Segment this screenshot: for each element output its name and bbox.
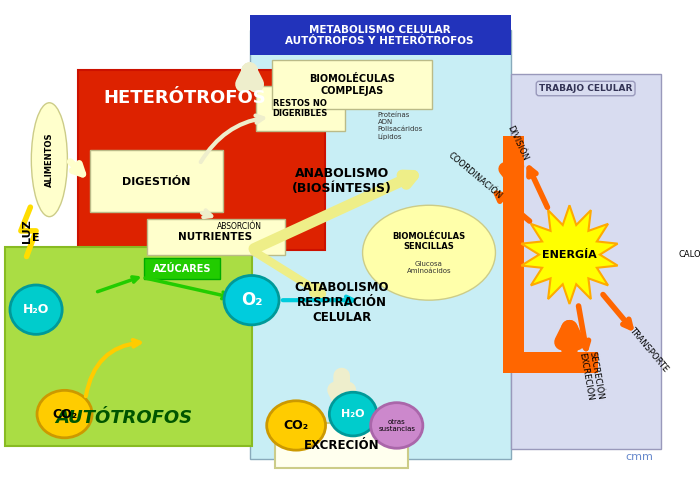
Ellipse shape: [267, 401, 326, 450]
Ellipse shape: [330, 392, 377, 436]
Text: COORDINACIÓN: COORDINACIÓN: [447, 150, 504, 200]
Bar: [78, 69, 325, 250]
Text: NUTRIENTES: NUTRIENTES: [178, 232, 253, 242]
Text: cmm: cmm: [625, 451, 653, 461]
Bar: [250, 30, 510, 459]
Text: RESTOS NO
DIGERIBLES: RESTOS NO DIGERIBLES: [272, 99, 328, 118]
Bar: [5, 247, 251, 446]
Text: TRABAJO CELULAR: TRABAJO CELULAR: [539, 84, 632, 93]
Bar: [144, 258, 220, 279]
Text: O₂: O₂: [241, 291, 262, 309]
Text: ALIMENTOS: ALIMENTOS: [45, 133, 54, 187]
Text: LUZ: LUZ: [22, 219, 32, 243]
Text: AUTÓTROFOS: AUTÓTROFOS: [55, 409, 192, 427]
Bar: [272, 60, 432, 109]
Text: H₂O: H₂O: [342, 409, 365, 419]
Text: CO₂: CO₂: [52, 407, 77, 421]
Text: ANABOLISMO
(BIOSÍNTESIS): ANABOLISMO (BIOSÍNTESIS): [292, 167, 391, 195]
Ellipse shape: [224, 276, 279, 325]
Bar: [275, 423, 408, 468]
Text: Proteínas
ADN
Polisacáridos
Lípidos: Proteínas ADN Polisacáridos Lípidos: [378, 112, 423, 140]
Ellipse shape: [10, 285, 62, 334]
Text: E: E: [32, 233, 40, 243]
Ellipse shape: [363, 205, 496, 300]
Text: CALOR: CALOR: [678, 250, 700, 259]
Text: Glucosa
Aminoácidos: Glucosa Aminoácidos: [407, 261, 452, 274]
Text: DIVISIÓN: DIVISIÓN: [505, 124, 529, 162]
Ellipse shape: [370, 403, 423, 448]
Bar: [90, 150, 223, 212]
Text: otras
sustancias: otras sustancias: [378, 419, 415, 432]
Text: METABOLISMO CELULAR
AUTÓTROFOS Y HETERÓTROFOS: METABOLISMO CELULAR AUTÓTROFOS Y HETERÓT…: [286, 25, 474, 46]
Text: BIOMOLÉCULAS
COMPLEJAS: BIOMOLÉCULAS COMPLEJAS: [309, 74, 395, 96]
Bar: [503, 136, 524, 373]
Text: AZÚCARES: AZÚCARES: [153, 264, 211, 274]
Text: CATABOLISMO
RESPIRACIÓN
CELULAR: CATABOLISMO RESPIRACIÓN CELULAR: [295, 281, 389, 324]
Ellipse shape: [37, 391, 92, 438]
Text: TRANSPORTE: TRANSPORTE: [628, 325, 670, 373]
Text: HETERÓTROFOS: HETERÓTROFOS: [104, 89, 267, 107]
Bar: [510, 74, 661, 449]
Text: ENERGÍA: ENERGÍA: [542, 249, 597, 259]
Text: BIOMOLÉCULAS
SENCILLAS: BIOMOLÉCULAS SENCILLAS: [393, 232, 466, 251]
Text: DIGESTIÓN: DIGESTIÓN: [122, 177, 191, 187]
Bar: [147, 219, 285, 254]
Polygon shape: [522, 205, 617, 304]
Ellipse shape: [32, 103, 67, 217]
Text: EXCRECIÓN: EXCRECIÓN: [304, 439, 379, 452]
Bar: [250, 15, 510, 55]
Bar: [503, 352, 598, 373]
Text: CO₂: CO₂: [284, 419, 309, 432]
Text: SECRECIÓN
EXCRECIÓN: SECRECIÓN EXCRECIÓN: [577, 350, 605, 402]
Text: H₂O: H₂O: [23, 303, 49, 316]
Bar: [256, 86, 344, 131]
Text: ABSORCIÓN: ABSORCIÓN: [217, 222, 262, 231]
